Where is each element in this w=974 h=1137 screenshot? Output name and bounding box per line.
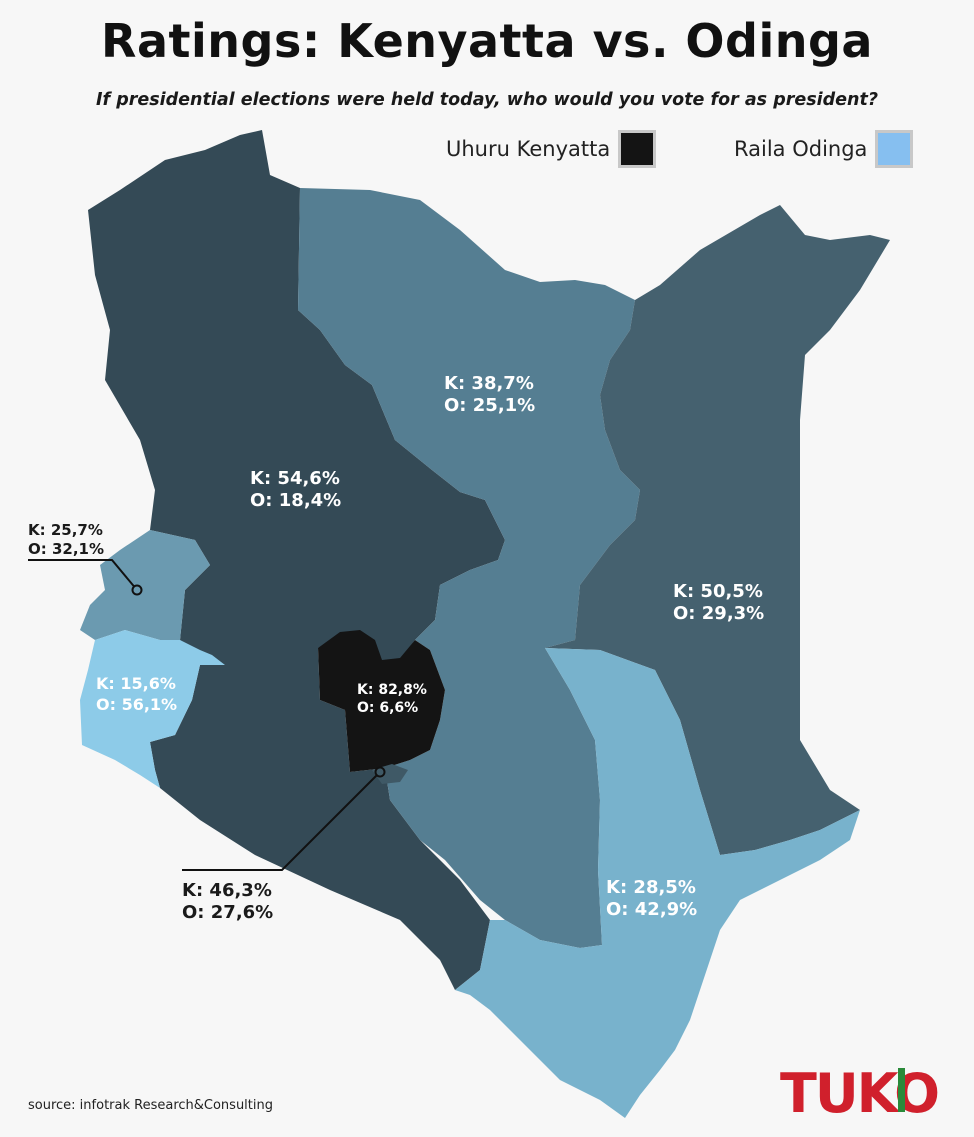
label-nairobi-o: O: 27,6% (182, 902, 273, 923)
logo-accent-green (898, 1068, 905, 1112)
label-western-k: K: 25,7% (28, 521, 103, 539)
label-rift-valley-k: K: 54,6% (250, 468, 340, 489)
map-title: Ratings: Kenyatta vs. Odinga (101, 14, 873, 68)
region-north-eastern (545, 205, 890, 855)
label-rift-valley-o: O: 18,4% (250, 490, 341, 511)
legend-swatch-odinga (875, 130, 914, 168)
region-coast (455, 648, 860, 1118)
legend-item-kenyatta: Uhuru Kenyatta (446, 128, 657, 170)
map-subtitle: If presidential elections were held toda… (95, 90, 879, 110)
western-leader-line (28, 559, 138, 591)
label-north-eastern-o: O: 29,3% (673, 603, 764, 624)
tuko-logo: TUKO (780, 1062, 940, 1120)
label-eastern-o: O: 25,1% (444, 395, 535, 416)
region-eastern (298, 188, 640, 948)
label-coast-k: K: 28,5% (606, 877, 696, 898)
label-nyanza-o: O: 56,1% (96, 695, 177, 714)
nairobi-leader-line (182, 771, 381, 871)
label-coast-o: O: 42,9% (606, 899, 697, 920)
region-central (318, 630, 445, 772)
label-central-o: O: 6,6% (357, 700, 418, 716)
legend-item-odinga: Raila Odinga (734, 128, 914, 170)
tuko-logo-text: TUKO (780, 1062, 938, 1120)
label-north-eastern-k: K: 50,5% (673, 581, 763, 602)
region-western (80, 530, 210, 640)
nairobi-marker (374, 766, 386, 778)
region-rift-valley (88, 130, 505, 990)
region-nyanza (80, 630, 225, 788)
western-marker (131, 584, 143, 596)
label-eastern-k: K: 38,7% (444, 373, 534, 394)
label-central-k: K: 82,8% (357, 682, 427, 698)
legend-swatch-kenyatta (618, 130, 657, 168)
label-western-o: O: 32,1% (28, 540, 104, 558)
legend-label-odinga: Raila Odinga (734, 137, 868, 161)
label-nyanza-k: K: 15,6% (96, 674, 176, 693)
source-note: source: infotrak Research&Consulting (28, 1098, 273, 1113)
legend-label-kenyatta: Uhuru Kenyatta (446, 137, 611, 161)
label-nairobi-k: K: 46,3% (182, 880, 272, 901)
